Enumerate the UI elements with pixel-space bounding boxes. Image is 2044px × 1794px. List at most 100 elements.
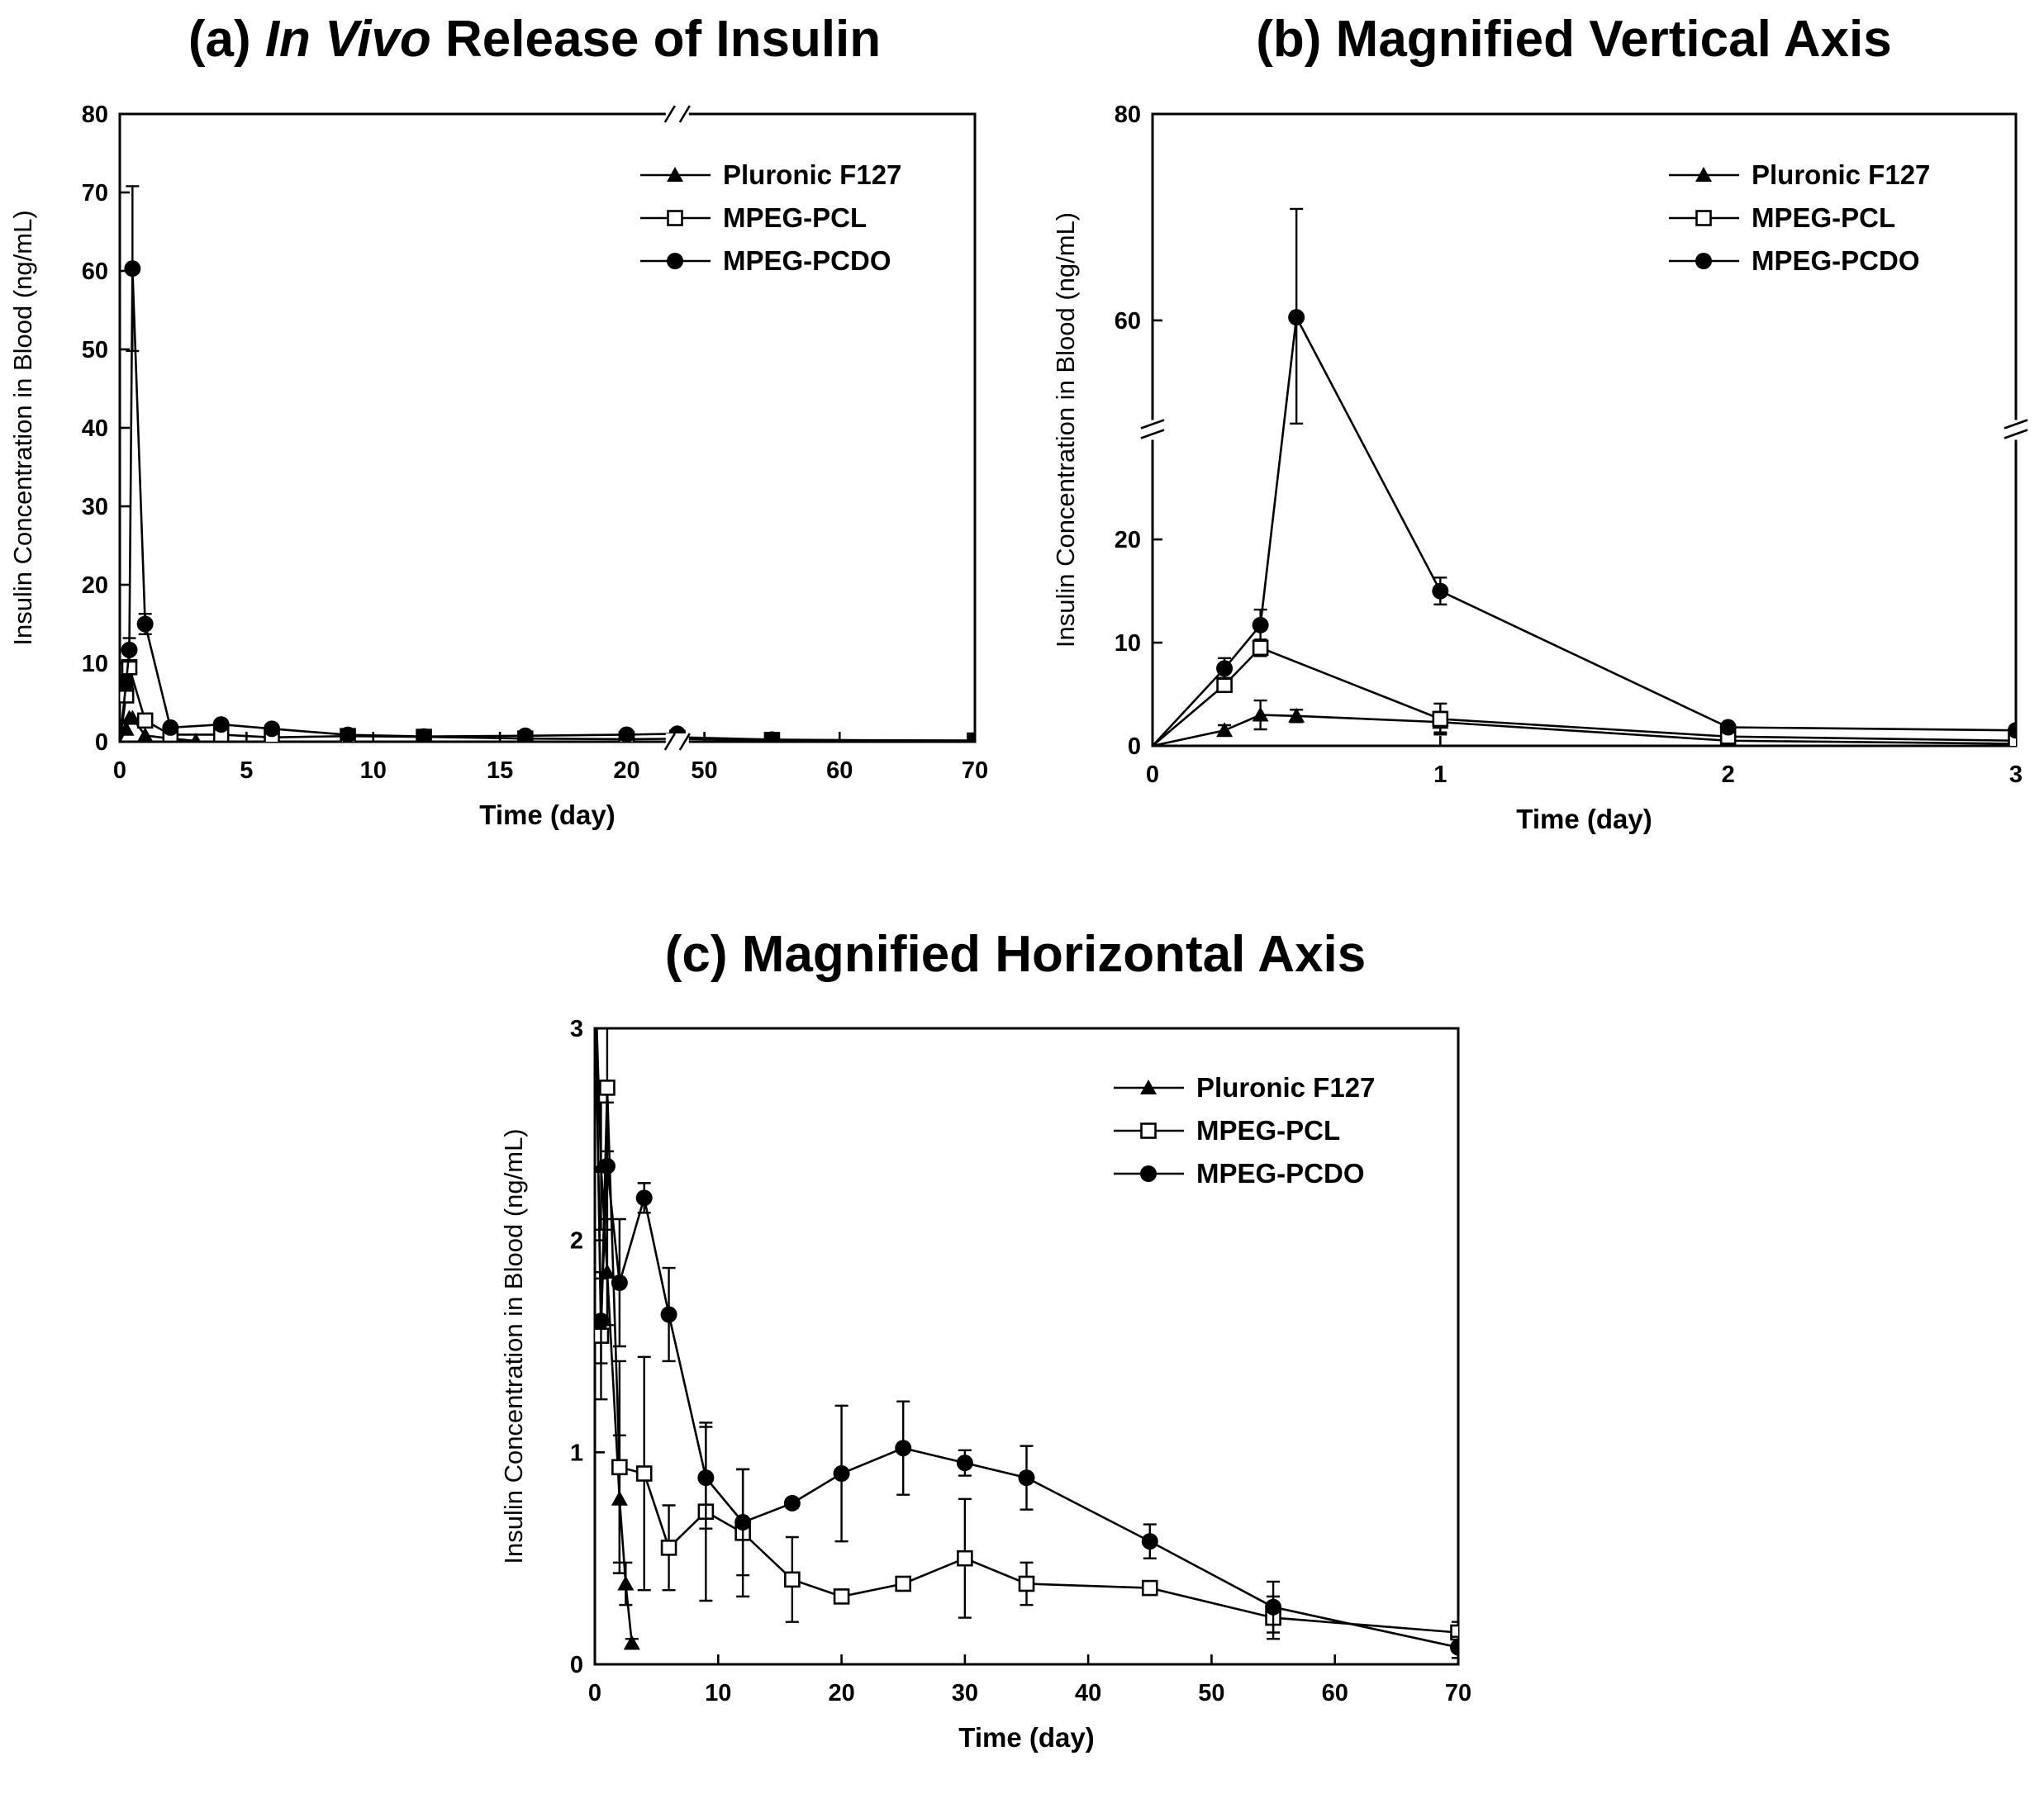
data-point xyxy=(1252,639,1269,657)
data-point xyxy=(416,728,433,742)
data-point xyxy=(2008,732,2016,746)
series-line xyxy=(1153,646,2016,746)
x-break-top-slash2 xyxy=(678,105,691,123)
y-tick-label: 0 xyxy=(1128,733,1141,760)
y-tick-label: 1 xyxy=(570,1440,583,1466)
plot-frame xyxy=(593,1027,1460,1666)
panel-a-chart: 0 5 10 15 20 50 60 70 0 10 20 30 40 50 60 70 80 Time (day… xyxy=(8,102,988,830)
x-tick-label: 2 xyxy=(1722,762,1735,788)
data-point xyxy=(587,956,603,971)
data-point xyxy=(190,733,202,742)
legend-label: MPEG-PCDO xyxy=(1752,245,1920,276)
x-tick-label: 15 xyxy=(487,757,513,784)
data-point xyxy=(1216,660,1234,677)
legend-label: MPEG-PCDO xyxy=(1196,1158,1365,1189)
legend-marker xyxy=(667,167,683,182)
data-point xyxy=(212,716,230,733)
data-point xyxy=(1018,1575,1035,1592)
data-layer xyxy=(587,956,1458,1659)
x-tick-label: 50 xyxy=(1198,1680,1224,1706)
panel-b-title: (b) Magnified Vertical Axis xyxy=(1256,11,1891,68)
series-line xyxy=(120,667,975,742)
data-point xyxy=(588,958,602,972)
y-tick-label: 70 xyxy=(82,180,108,206)
panel-c-chart: 0 10 20 30 40 50 60 70 0 1 2 3 Time (day) Insulin Con… xyxy=(499,956,1471,1753)
data-point xyxy=(783,1494,801,1512)
y-break-right-slash1 xyxy=(2004,419,2028,430)
data-point xyxy=(1432,710,1449,728)
y-tick-label: 80 xyxy=(1115,102,1141,128)
data-point xyxy=(264,720,281,738)
data-point xyxy=(1018,1469,1035,1487)
y-tick-label: 60 xyxy=(1115,308,1141,335)
y-tick-label: 0 xyxy=(95,729,108,756)
data-point xyxy=(1450,1639,1458,1656)
legend-label: MPEG-PCDO xyxy=(723,245,891,276)
x-tick-label: 3 xyxy=(2009,762,2023,788)
x-axis-label: Time (day) xyxy=(958,1722,1094,1753)
x-axis-label: Time (day) xyxy=(1516,804,1652,834)
legend-label: MPEG-PCL xyxy=(1752,202,1895,233)
data-point xyxy=(1141,1533,1158,1550)
y-axis-label: Insulin Concentration in Blood (ng/mL) xyxy=(499,1128,528,1564)
data-point xyxy=(120,720,135,736)
x-break-bottom-slash2 xyxy=(678,733,691,751)
series-line xyxy=(595,1028,1458,1649)
x-tick-label: 60 xyxy=(826,757,853,784)
data-point xyxy=(1432,582,1449,600)
series-pluronic-f127 xyxy=(1153,699,2016,746)
y-tick-label: 20 xyxy=(82,572,108,599)
series-mpeg-pcl xyxy=(588,958,1458,1644)
data-layer xyxy=(1153,207,2016,746)
series-line xyxy=(1153,714,2016,746)
y-break-left-slash1 xyxy=(1140,419,1165,430)
legend-marker xyxy=(1140,1165,1157,1182)
legend-label: MPEG-PCL xyxy=(723,202,867,233)
data-point xyxy=(516,727,534,742)
x-tick-label: 1 xyxy=(1433,762,1447,788)
legend-label: Pluronic F127 xyxy=(1196,1072,1375,1103)
data-point xyxy=(340,726,357,742)
y-tick-label: 3 xyxy=(570,1016,583,1042)
y-tick-label: 20 xyxy=(1115,527,1141,553)
x-tick-label: 0 xyxy=(1146,762,1159,788)
data-point xyxy=(623,1635,640,1650)
series-line xyxy=(120,268,975,742)
data-point xyxy=(635,1189,653,1207)
y-tick-label: 0 xyxy=(570,1652,583,1678)
y-tick-label: 10 xyxy=(82,651,108,677)
data-point xyxy=(734,1514,752,1531)
data-point xyxy=(833,1465,850,1482)
data-point xyxy=(763,731,781,742)
data-point xyxy=(136,727,154,742)
y-break-left-slash2 xyxy=(1140,429,1165,439)
data-point xyxy=(136,615,154,633)
series-line xyxy=(1153,313,2016,746)
data-point xyxy=(618,726,635,742)
x-axis-label: Time (day) xyxy=(479,800,615,830)
data-point xyxy=(595,1312,610,1330)
legend-marker xyxy=(1695,167,1712,182)
legend-marker xyxy=(1140,1080,1157,1094)
series-mpeg-pcdo xyxy=(1153,207,2016,746)
data-point xyxy=(635,1465,653,1482)
y-tick-label: 80 xyxy=(82,102,108,128)
x-tick-label: 30 xyxy=(952,1680,978,1706)
data-point xyxy=(124,260,141,278)
data-point xyxy=(1719,719,1737,736)
data-point xyxy=(1450,1624,1458,1641)
data-point xyxy=(1216,722,1234,738)
data-point xyxy=(598,1157,616,1175)
x-tick-label: 70 xyxy=(1445,1680,1471,1706)
data-point xyxy=(599,1080,616,1096)
data-point xyxy=(2008,722,2016,739)
x-tick-label: 20 xyxy=(828,1680,854,1706)
x-tick-label: 50 xyxy=(691,757,717,784)
data-point xyxy=(956,1455,973,1472)
panel-c-title: (c) Magnified Horizontal Axis xyxy=(665,926,1367,983)
legend-marker xyxy=(667,253,683,269)
panel-a-title: (a) In Vivo Release of Insulin xyxy=(188,11,881,68)
x-break-bottom-slash1 xyxy=(663,733,676,751)
data-point xyxy=(121,641,138,658)
